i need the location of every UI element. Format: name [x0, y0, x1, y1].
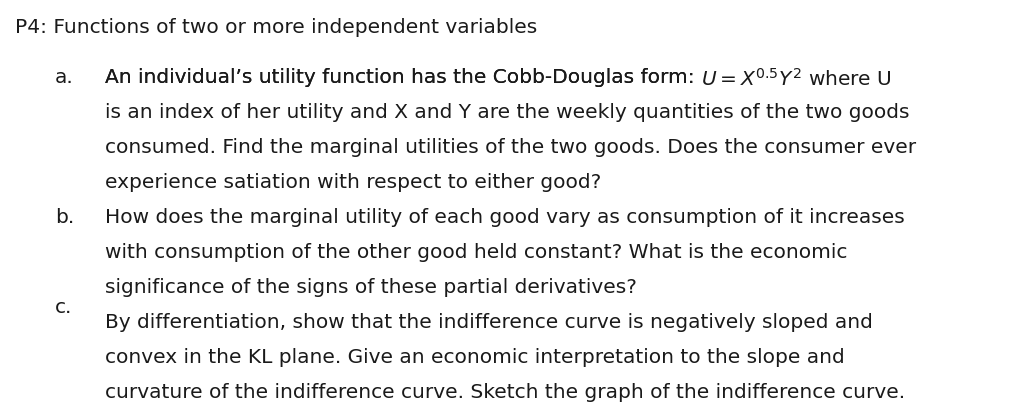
Text: How does the marginal utility of each good vary as consumption of it increases: How does the marginal utility of each go…	[105, 208, 905, 227]
Text: curvature of the indifference curve. Sketch the graph of the indifference curve.: curvature of the indifference curve. Ske…	[105, 383, 906, 402]
Text: An individual’s utility function has the Cobb-Douglas form:: An individual’s utility function has the…	[105, 68, 701, 87]
Text: significance of the signs of these partial derivatives?: significance of the signs of these parti…	[105, 278, 637, 297]
Text: An individual’s utility function has the Cobb-Douglas form:: An individual’s utility function has the…	[105, 68, 701, 87]
Text: By differentiation, show that the indifference curve is negatively sloped and: By differentiation, show that the indiff…	[105, 313, 873, 332]
Text: convex in the KL plane. Give an economic interpretation to the slope and: convex in the KL plane. Give an economic…	[105, 348, 844, 367]
Text: b.: b.	[55, 208, 75, 227]
Text: consumed. Find the marginal utilities of the two goods. Does the consumer ever: consumed. Find the marginal utilities of…	[105, 138, 916, 157]
Text: $\mathit{U} = \mathit{X}^{0.5}\mathit{Y}^{2}$ where U: $\mathit{U} = \mathit{X}^{0.5}\mathit{Y}…	[701, 68, 891, 90]
Text: c.: c.	[55, 298, 72, 317]
Text: with consumption of the other good held constant? What is the economic: with consumption of the other good held …	[105, 243, 847, 262]
Text: P4: Functions of two or more independent variables: P4: Functions of two or more independent…	[15, 18, 537, 37]
Text: is an index of her utility and X and Y are the weekly quantities of the two good: is an index of her utility and X and Y a…	[105, 103, 910, 122]
Text: experience satiation with respect to either good?: experience satiation with respect to eit…	[105, 173, 601, 192]
Text: a.: a.	[55, 68, 74, 87]
